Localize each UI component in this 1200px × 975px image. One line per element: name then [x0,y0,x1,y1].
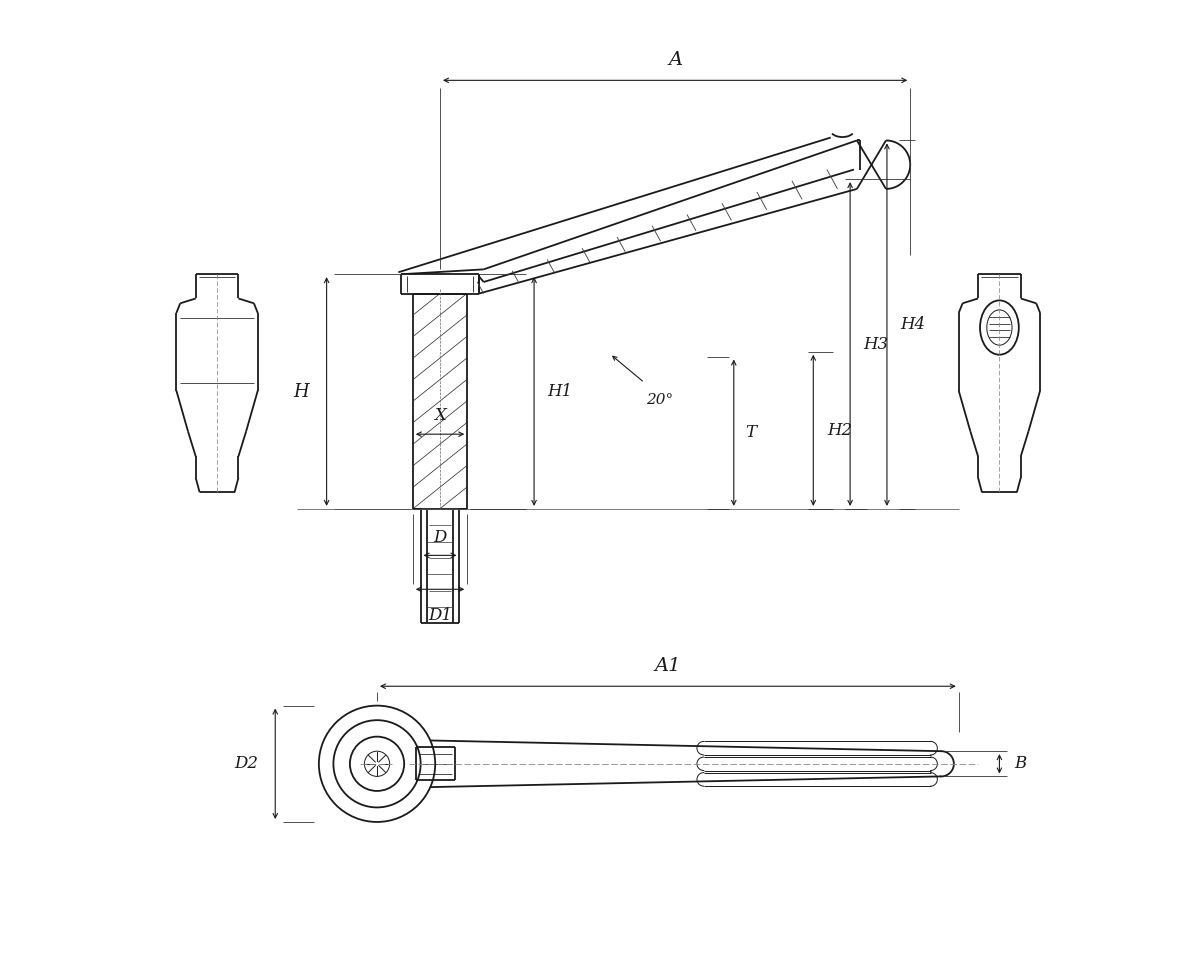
Text: A1: A1 [655,656,682,675]
Text: D2: D2 [234,756,258,772]
Text: H2: H2 [827,422,852,439]
Text: T: T [745,424,756,442]
Text: D: D [433,528,446,546]
Text: X: X [434,407,446,423]
Text: H4: H4 [900,316,925,333]
Text: H3: H3 [864,335,889,353]
Text: A: A [668,51,682,68]
Text: H: H [294,382,310,401]
Text: 20°: 20° [647,393,673,408]
Text: B: B [1014,756,1026,772]
Text: H1: H1 [547,383,572,400]
Text: D1: D1 [428,606,452,624]
